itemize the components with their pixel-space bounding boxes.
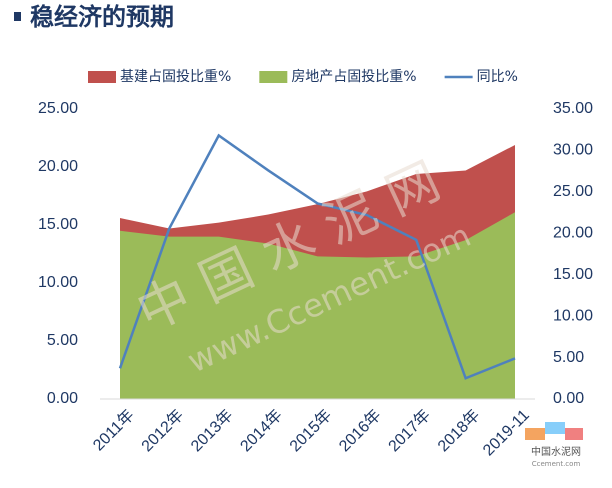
- y2-tick-label: 5.00: [553, 349, 584, 366]
- logo-text: 中国水泥网: [531, 445, 581, 458]
- legend-label: 基建占固投比重%: [120, 68, 231, 85]
- y2-tick-label: 30.00: [553, 142, 593, 159]
- y-tick-label: 20.00: [38, 158, 78, 175]
- legend-swatch: [259, 71, 288, 83]
- y-tick-label: 10.00: [38, 274, 78, 291]
- y2-tick-label: 10.00: [553, 307, 593, 324]
- y2-tick-label: 15.00: [553, 266, 593, 283]
- legend-label: 房地产占固投比重%: [291, 69, 416, 85]
- x-tick-label: 2011年: [89, 406, 137, 454]
- x-tick-label: 2018年: [434, 406, 483, 455]
- x-tick-label: 2013年: [187, 406, 236, 455]
- y2-tick-label: 35.00: [553, 100, 593, 117]
- x-tick-label: 2012年: [138, 406, 187, 455]
- y2-tick-label: 20.00: [553, 225, 593, 242]
- y-tick-label: 15.00: [38, 216, 78, 233]
- x-tick-label: 2019-11: [480, 407, 533, 460]
- x-tick-label: 2014年: [237, 406, 286, 455]
- logo-text: Ccement.com: [532, 460, 581, 468]
- line: [118, 133, 516, 380]
- y-tick-label: 0.00: [47, 390, 78, 407]
- area: [120, 212, 515, 399]
- x-tick-label: 2015年: [286, 406, 335, 455]
- chart-title: 稳经济的预期: [30, 3, 174, 31]
- title-bullet: [14, 12, 21, 21]
- legend-swatch: [88, 71, 116, 83]
- logo-block: [525, 428, 545, 440]
- x-tick-label: 2016年: [335, 406, 384, 455]
- logo-block: [565, 428, 583, 440]
- y2-tick-label: 25.00: [553, 183, 593, 200]
- y2-tick-label: 0.00: [553, 390, 584, 407]
- legend-label: 同比%: [477, 69, 518, 85]
- x-tick-label: 2017年: [385, 406, 434, 455]
- logo: 中国水泥网 Ccement.com: [525, 422, 583, 468]
- y-tick-label: 25.00: [38, 100, 78, 117]
- y-tick-label: 5.00: [47, 332, 78, 349]
- logo-block: [545, 422, 565, 434]
